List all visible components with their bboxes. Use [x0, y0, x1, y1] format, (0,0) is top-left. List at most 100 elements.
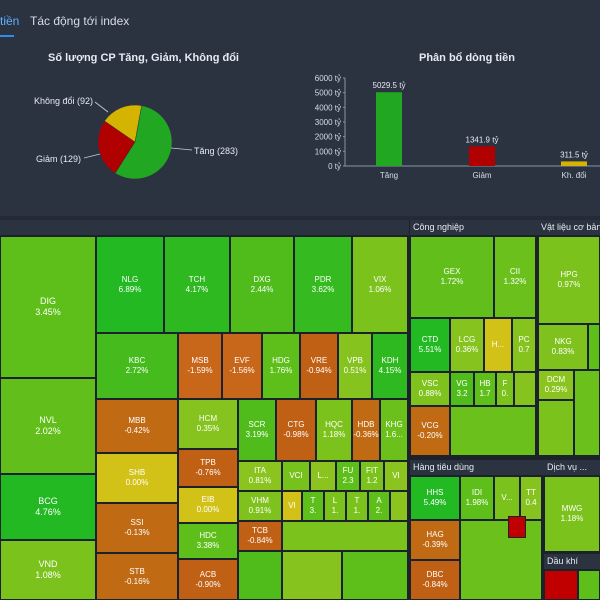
tile-STB[interactable]: STB -0.16%: [96, 553, 178, 600]
tab-index-impact[interactable]: Tác động tới index: [30, 14, 130, 28]
tile-cluster[interactable]: [450, 406, 536, 456]
pie-chart: [83, 101, 193, 180]
tile-HDC[interactable]: HDC 3.38%: [178, 523, 238, 559]
tile-L2[interactable]: L 1.: [324, 491, 346, 521]
tile-small[interactable]: [508, 516, 526, 538]
tile-CTD[interactable]: CTD 5.51%: [410, 318, 450, 372]
tile-cluster[interactable]: [538, 400, 574, 456]
tile-KHG[interactable]: KHG 1.6...: [380, 399, 408, 461]
tile-VG[interactable]: VG 3.2: [450, 372, 474, 406]
tile-VND[interactable]: VND 1.08%: [0, 540, 96, 600]
tile-TT[interactable]: T 1.: [346, 491, 368, 521]
tile-F[interactable]: F 0.: [496, 372, 514, 406]
tile-DIG[interactable]: DIG 3.45%: [0, 236, 96, 378]
tile-BCG[interactable]: BCG 4.76%: [0, 474, 96, 540]
tile-SSI[interactable]: SSI -0.13%: [96, 503, 178, 553]
tile-SCR[interactable]: SCR 3.19%: [238, 399, 276, 461]
tile-HCM[interactable]: HCM 0.35%: [178, 399, 238, 449]
tile-MSB[interactable]: MSB -1.59%: [178, 333, 222, 399]
tile-small[interactable]: [588, 324, 600, 370]
tile-ITA[interactable]: ITA 0.81%: [238, 461, 282, 491]
tile-CTG[interactable]: CTG -0.98%: [276, 399, 316, 461]
tile-HPG[interactable]: HPG 0.97%: [538, 236, 600, 324]
tile-DCM[interactable]: DCM 0.29%: [538, 370, 574, 400]
bar-1: [469, 146, 495, 166]
pie-leader-flat: [94, 101, 109, 113]
bar-chart: 6000 tỷ 5000 tỷ 4000 tỷ 3000 tỷ 2000 tỷ 1000 …: [315, 74, 600, 180]
sector-header-oil[interactable]: Dầu khí: [544, 554, 600, 569]
y-tick-label: 4000 tỷ: [315, 103, 341, 112]
y-tick-label: 0 tỷ: [328, 162, 341, 171]
tile-NLG[interactable]: NLG 6.89%: [96, 236, 164, 333]
tile-ACB[interactable]: ACB -0.90%: [178, 559, 238, 600]
tile-PC[interactable]: PC 0.7: [512, 318, 536, 372]
y-tick-label: 6000 tỷ: [315, 74, 341, 83]
tile-small[interactable]: [282, 551, 342, 600]
tile-cluster[interactable]: [460, 520, 542, 600]
sector-header-consumer[interactable]: Hàng tiêu dùng: [410, 460, 545, 475]
tile-H[interactable]: H...: [484, 318, 512, 372]
tile-FU[interactable]: FU 2.3: [336, 461, 360, 491]
sector-header-industry[interactable]: Công nghiệp: [410, 220, 539, 235]
tile-EVF[interactable]: EVF -1.56%: [222, 333, 262, 399]
tile-NVL[interactable]: NVL 2.02%: [0, 378, 96, 474]
tile-cluster[interactable]: [282, 521, 408, 551]
x-tick-label: Kh. đổi: [562, 171, 587, 180]
tile-MWG[interactable]: MWG 1.18%: [544, 476, 600, 552]
tab-bar: tiền Tác động tới index: [0, 0, 600, 41]
tile-CII[interactable]: CII 1.32%: [494, 236, 536, 318]
tile-HB[interactable]: HB 1.7: [474, 372, 496, 406]
tile-HDB[interactable]: HDB -0.36%: [352, 399, 380, 461]
tile-DXG[interactable]: DXG 2.44%: [230, 236, 294, 333]
tile-HAG[interactable]: HAG -0.39%: [410, 520, 460, 560]
tile-TCB[interactable]: TCB -0.84%: [238, 521, 282, 551]
tile-VPB[interactable]: VPB 0.51%: [338, 333, 372, 399]
sector-header-materials[interactable]: Vật liệu cơ bản: [538, 220, 600, 235]
pie-panel: Số lượng CP Tăng, Giảm, Không đổi Không …: [0, 40, 300, 216]
tile-A2[interactable]: A 2.: [368, 491, 390, 521]
tile-VHM[interactable]: VHM 0.91%: [238, 491, 282, 521]
tile-small[interactable]: [514, 372, 536, 406]
bar-panel: Phân bổ dòng tiền 6000 tỷ 5000 tỷ 4000 tỷ 3…: [300, 40, 600, 216]
tile-EIB[interactable]: EIB 0.00%: [178, 487, 238, 523]
tile-TPB[interactable]: TPB -0.76%: [178, 449, 238, 487]
tile-VCG[interactable]: VCG -0.20%: [410, 406, 450, 456]
bar-value-label: 5029.5 tỷ: [373, 81, 406, 90]
tile-TT2[interactable]: TT 0.4: [520, 476, 542, 520]
sector-header-services[interactable]: Dịch vụ ...: [544, 460, 600, 475]
tile-small[interactable]: [578, 570, 600, 600]
tile-L1[interactable]: L...: [310, 461, 336, 491]
tile-VRE[interactable]: VRE -0.94%: [300, 333, 338, 399]
tile-SHB[interactable]: SHB 0.00%: [96, 453, 178, 503]
tile-small[interactable]: [238, 551, 282, 600]
tile-cluster[interactable]: [574, 370, 600, 456]
tile-VSC[interactable]: VSC 0.88%: [410, 372, 450, 406]
tile-V[interactable]: V...: [494, 476, 520, 520]
tile-NKG[interactable]: NKG 0.83%: [538, 324, 588, 370]
tile-FIT[interactable]: FIT 1.2: [360, 461, 384, 491]
bar-2: [561, 161, 587, 166]
tile-DBC[interactable]: DBC -0.84%: [410, 560, 460, 600]
tile-T3[interactable]: T 3.: [302, 491, 324, 521]
tile-HQC[interactable]: HQC 1.18%: [316, 399, 352, 461]
tile-VCI[interactable]: VCI: [282, 461, 310, 491]
tab-money-flow[interactable]: tiền: [0, 14, 20, 28]
sector-header-1[interactable]: [0, 220, 409, 235]
tile-PDR[interactable]: PDR 3.62%: [294, 236, 352, 333]
tile-GEX[interactable]: GEX 1.72%: [410, 236, 494, 318]
tile-TCH[interactable]: TCH 4.17%: [164, 236, 230, 333]
tile-HDG[interactable]: HDG 1.76%: [262, 333, 300, 399]
tile-HHS[interactable]: HHS 5.49%: [410, 476, 460, 520]
tile-IDI[interactable]: IDI 1.98%: [460, 476, 494, 520]
tile-small[interactable]: [544, 570, 578, 600]
tile-KBC[interactable]: KBC 2.72%: [96, 333, 178, 399]
tile-LCG[interactable]: LCG 0.36%: [450, 318, 484, 372]
tile-small[interactable]: [390, 491, 408, 521]
tile-KDH[interactable]: KDH 4.15%: [372, 333, 408, 399]
tile-VIX[interactable]: VIX 1.06%: [352, 236, 408, 333]
pie-label-flat: Không đổi (92): [34, 96, 94, 106]
tile-VI[interactable]: VI: [384, 461, 408, 491]
tile-small[interactable]: [342, 551, 408, 600]
tile-VI2[interactable]: VI: [282, 491, 302, 521]
tile-MBB[interactable]: MBB -0.42%: [96, 399, 178, 453]
